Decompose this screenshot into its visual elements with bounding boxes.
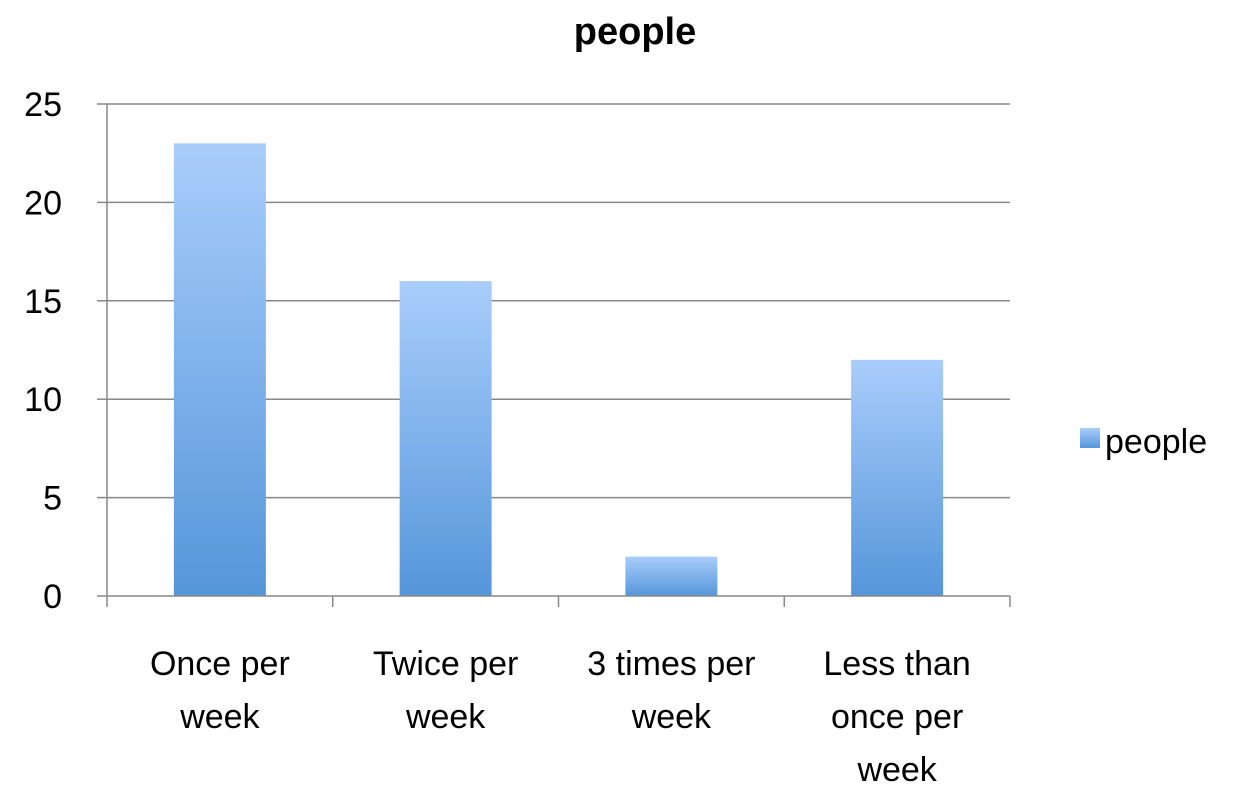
legend-swatch bbox=[1080, 428, 1100, 448]
y-tick-label: 5 bbox=[43, 480, 62, 518]
legend-label: people bbox=[1105, 423, 1207, 461]
x-category-label: Less than bbox=[823, 645, 970, 683]
chart-title: people bbox=[574, 11, 696, 53]
bar-1 bbox=[399, 281, 492, 596]
bar-3 bbox=[851, 359, 944, 596]
x-axis-category-labels: Once per week Twice per week 3 times per week… bbox=[150, 645, 971, 789]
y-tick-label: 25 bbox=[24, 86, 62, 124]
x-category-label: week bbox=[405, 698, 486, 736]
x-category-label: Once per bbox=[150, 645, 290, 683]
bars bbox=[173, 143, 944, 597]
y-tick-label: 0 bbox=[43, 578, 62, 616]
axes bbox=[106, 104, 1011, 607]
x-category-label: Twice per bbox=[373, 645, 519, 683]
legend: people bbox=[1080, 423, 1207, 461]
x-category-label: once per bbox=[831, 698, 963, 736]
y-axis-tick-labels: 0 5 10 15 20 25 bbox=[24, 86, 62, 616]
x-category-label: week bbox=[856, 751, 937, 789]
x-category-label: week bbox=[631, 698, 712, 736]
y-tick-label: 10 bbox=[24, 381, 62, 419]
y-tick-label: 15 bbox=[24, 283, 62, 321]
x-category-label: week bbox=[179, 698, 260, 736]
y-tick-label: 20 bbox=[24, 184, 62, 222]
bar-0 bbox=[173, 143, 266, 597]
bar-2 bbox=[625, 556, 718, 596]
x-category-label: 3 times per bbox=[587, 645, 755, 683]
